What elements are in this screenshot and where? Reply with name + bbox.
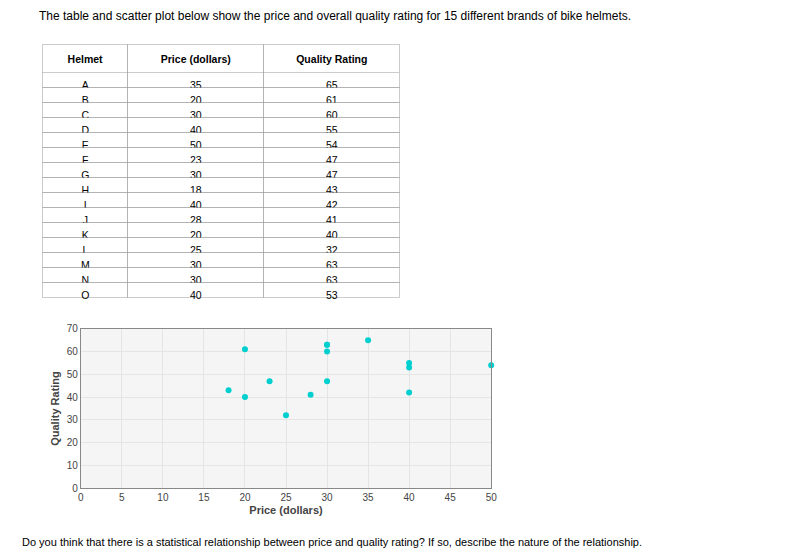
svg-text:63: 63 [326, 258, 338, 271]
svg-text:G: G [81, 168, 90, 181]
svg-text:60: 60 [67, 346, 79, 357]
svg-text:Do you think that there is a s: Do you think that there is a statistical… [22, 536, 642, 548]
svg-text:28: 28 [190, 213, 202, 226]
svg-text:O: O [81, 289, 89, 301]
svg-text:50: 50 [67, 369, 79, 380]
svg-text:25: 25 [190, 243, 202, 256]
svg-text:25: 25 [280, 492, 292, 503]
svg-text:23: 23 [190, 153, 202, 166]
svg-text:20: 20 [239, 492, 251, 503]
svg-text:0: 0 [78, 492, 84, 503]
svg-text:43: 43 [326, 183, 338, 196]
svg-text:F: F [82, 153, 89, 166]
svg-text:30: 30 [190, 258, 202, 271]
svg-text:40: 40 [326, 228, 338, 241]
svg-text:Helmet: Helmet [68, 53, 104, 65]
svg-text:30: 30 [190, 108, 202, 121]
svg-text:54: 54 [326, 138, 338, 151]
svg-text:60: 60 [326, 108, 338, 121]
svg-text:63: 63 [326, 273, 338, 286]
svg-text:30: 30 [67, 414, 79, 425]
svg-text:30: 30 [321, 492, 333, 503]
svg-text:B: B [81, 93, 89, 106]
svg-text:K: K [81, 228, 89, 241]
svg-text:70: 70 [67, 323, 79, 334]
svg-text:I: I [83, 198, 87, 211]
svg-text:10: 10 [157, 492, 169, 503]
svg-text:E: E [81, 138, 89, 151]
svg-text:J: J [82, 213, 88, 226]
svg-text:30: 30 [190, 273, 202, 286]
svg-text:40: 40 [190, 198, 202, 211]
svg-text:20: 20 [67, 437, 79, 448]
svg-text:20: 20 [190, 228, 202, 241]
svg-text:40: 40 [190, 123, 202, 136]
svg-text:40: 40 [67, 392, 79, 403]
svg-text:40: 40 [404, 492, 416, 503]
svg-text:D: D [81, 123, 90, 136]
svg-text:35: 35 [190, 78, 202, 91]
svg-text:47: 47 [326, 153, 338, 166]
svg-text:45: 45 [445, 492, 457, 503]
svg-text:The table and scatter plot bel: The table and scatter plot below show th… [39, 9, 631, 23]
svg-text:Quality Rating: Quality Rating [49, 371, 61, 446]
svg-text:N: N [81, 273, 90, 286]
svg-text:47: 47 [326, 168, 338, 181]
svg-text:Quality Rating: Quality Rating [296, 53, 367, 65]
svg-text:50: 50 [486, 492, 498, 503]
svg-text:35: 35 [363, 492, 375, 503]
svg-text:A: A [81, 78, 89, 91]
svg-text:H: H [81, 183, 90, 196]
svg-text:5: 5 [119, 492, 125, 503]
svg-text:15: 15 [198, 492, 210, 503]
svg-text:18: 18 [190, 183, 202, 196]
svg-text:C: C [81, 108, 90, 121]
svg-text:41: 41 [326, 213, 338, 226]
svg-text:20: 20 [190, 93, 202, 106]
svg-text:55: 55 [326, 123, 338, 136]
svg-text:M: M [80, 258, 90, 271]
svg-text:61: 61 [326, 93, 338, 106]
svg-text:53: 53 [326, 289, 338, 301]
svg-text:30: 30 [190, 168, 202, 181]
svg-text:65: 65 [326, 78, 338, 91]
svg-text:10: 10 [67, 460, 79, 471]
svg-text:50: 50 [190, 138, 202, 151]
svg-text:Price (dollars): Price (dollars) [161, 53, 231, 65]
svg-text:40: 40 [190, 289, 202, 301]
svg-text:42: 42 [326, 198, 338, 211]
svg-text:32: 32 [326, 243, 338, 256]
svg-text:0: 0 [72, 483, 78, 494]
svg-text:L: L [82, 243, 89, 256]
svg-text:Price (dollars): Price (dollars) [249, 504, 323, 516]
